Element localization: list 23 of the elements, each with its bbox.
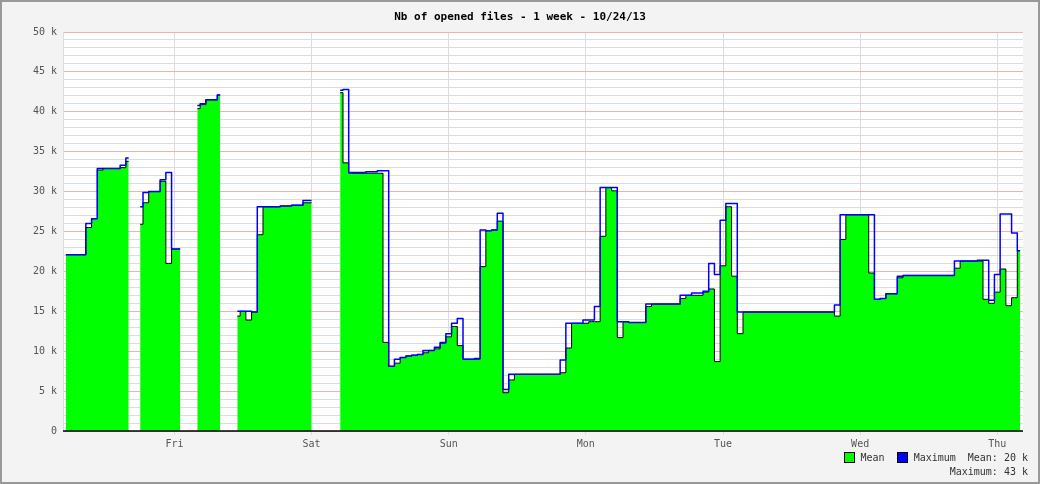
x-tick-label: Tue xyxy=(713,437,733,449)
y-tick-label: 40 k xyxy=(32,105,57,117)
y-tick-label: 35 k xyxy=(32,145,57,157)
legend-label: Mean xyxy=(860,451,885,463)
chart-title: Nb of opened files - 1 week - 10/24/13 xyxy=(393,10,647,23)
y-tick-label: 25 k xyxy=(32,225,57,237)
x-tick-label: Wed xyxy=(851,437,870,449)
y-tick-label: 15 k xyxy=(32,304,57,316)
legend-label: Maximum xyxy=(913,451,956,463)
y-tick-label: 50 k xyxy=(32,25,57,37)
text: Mean: 20 k xyxy=(967,451,1028,463)
y-tick-label: 10 k xyxy=(32,344,57,356)
y-tick-label: 0 xyxy=(50,424,57,436)
x-tick-label: Thu xyxy=(988,437,1007,449)
y-tick-label: 20 k xyxy=(32,264,57,276)
y-tick-label: 5 k xyxy=(38,384,57,396)
y-tick-label: 30 k xyxy=(32,185,57,197)
x-tick-label: Mon xyxy=(576,437,595,449)
text: Maximum: 43 k xyxy=(949,465,1028,477)
x-tick-label: Sun xyxy=(439,437,458,449)
y-tick-label: 45 k xyxy=(32,65,57,77)
x-tick-label: Fri xyxy=(165,437,184,449)
x-tick-label: Sat xyxy=(302,437,321,449)
